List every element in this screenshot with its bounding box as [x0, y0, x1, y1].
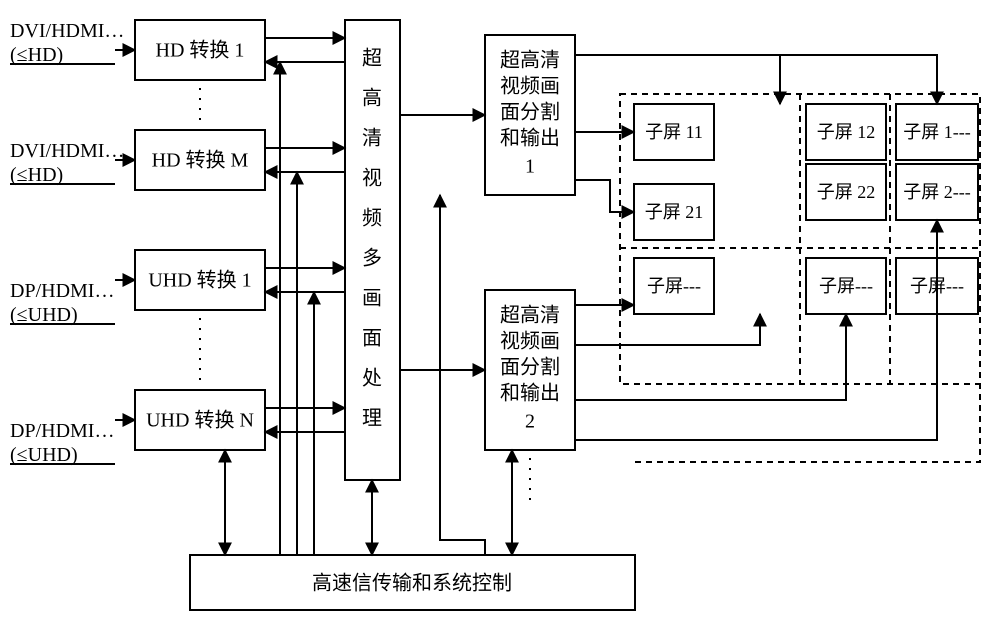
sub-screen-21-label: 子屏 21 [645, 202, 704, 222]
svg-text:多: 多 [362, 247, 382, 270]
svg-text:超高清: 超高清 [500, 304, 560, 327]
hd-converter-m-label: HD 转换 M [152, 149, 249, 172]
screen-wall-ext [635, 384, 980, 462]
svg-text:1: 1 [525, 156, 535, 178]
uhd-converter-1-label: UHD 转换 1 [148, 269, 251, 292]
svg-text:(≤HD): (≤HD) [10, 164, 63, 186]
sub-screen-2d-label: 子屏 2--- [903, 182, 970, 202]
svg-text:(≤UHD): (≤UHD) [10, 304, 78, 326]
input-1-label: DVI/HDMI… (≤HD) [10, 20, 124, 66]
arrow-spl2-sd2 [575, 314, 846, 400]
svg-text:面分割: 面分割 [500, 356, 560, 379]
svg-text:处: 处 [362, 367, 382, 390]
svg-text:DVI/HDMI…: DVI/HDMI… [10, 20, 124, 42]
svg-text:DP/HDMI…: DP/HDMI… [10, 420, 114, 442]
svg-text:和输出: 和输出 [500, 382, 560, 405]
input-4-label: DP/HDMI… (≤UHD) [10, 420, 115, 466]
svg-text:(≤UHD): (≤UHD) [10, 444, 78, 466]
svg-text:2: 2 [525, 411, 535, 433]
svg-text:频: 频 [362, 207, 382, 230]
svg-text:高: 高 [362, 87, 382, 110]
svg-text:理: 理 [362, 408, 382, 430]
control-box-label: 高速信传输和系统控制 [312, 572, 512, 595]
arrow-spl1-b2 [780, 55, 937, 104]
sub-screen-11-label: 子屏 11 [645, 122, 703, 142]
sub-screen-12-label: 子屏 12 [817, 122, 876, 142]
svg-text:超高清: 超高清 [500, 49, 560, 72]
svg-text:视频画: 视频画 [500, 75, 560, 98]
sub-screen-22-label: 子屏 22 [817, 182, 876, 202]
svg-text:(≤HD): (≤HD) [10, 44, 63, 66]
svg-text:视: 视 [362, 167, 382, 190]
arrow-spl1-above [575, 55, 780, 104]
svg-text:视频画: 视频画 [500, 330, 560, 353]
svg-text:DP/HDMI…: DP/HDMI… [10, 280, 114, 302]
sub-screen-d2-label: 子屏--- [819, 276, 873, 296]
svg-text:超: 超 [362, 47, 382, 70]
svg-text:清: 清 [362, 127, 382, 150]
sub-screen-1d-label: 子屏 1--- [903, 122, 970, 142]
sub-screen-d1-label: 子屏--- [647, 276, 701, 296]
arrow-spl1-s21 [575, 180, 634, 212]
ctrl-link-spl1 [440, 195, 485, 555]
svg-text:面分割: 面分割 [500, 101, 560, 124]
svg-text:面: 面 [362, 328, 382, 350]
hd-converter-1-label: HD 转换 1 [156, 39, 245, 62]
svg-text:画: 画 [362, 288, 382, 310]
svg-text:和输出: 和输出 [500, 127, 560, 150]
arrow-spl2-mid [575, 314, 760, 345]
uhd-converter-n-label: UHD 转换 N [146, 409, 254, 432]
input-2-label: DVI/HDMI… (≤HD) [10, 140, 124, 186]
input-3-label: DP/HDMI… (≤UHD) [10, 280, 115, 326]
arrow-spl2-s2d [575, 220, 937, 440]
svg-text:DVI/HDMI…: DVI/HDMI… [10, 140, 124, 162]
